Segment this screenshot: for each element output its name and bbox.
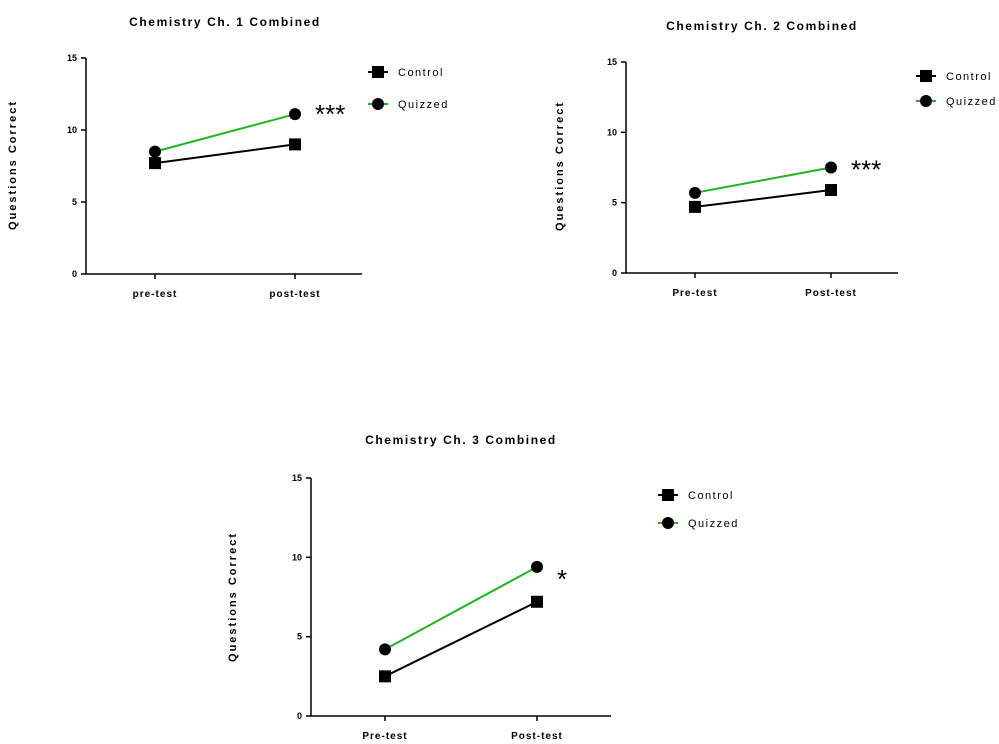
legend-marker: [372, 66, 384, 78]
legend-label: Quizzed: [688, 518, 739, 530]
y-tick-label: 10: [292, 552, 302, 562]
legend-item-quizzed: Quizzed: [368, 98, 449, 111]
x-tick-label: Pre-test: [672, 288, 717, 299]
data-point-circle: [531, 560, 543, 573]
series-quizzed: [689, 161, 837, 199]
x-tick-label: post-test: [269, 289, 320, 300]
data-point-square: [531, 595, 543, 608]
y-tick-label: 10: [607, 127, 617, 137]
legend-marker: [920, 95, 932, 107]
significance-marker: ***: [851, 155, 881, 185]
legend-marker: [662, 517, 674, 529]
legend-item-quizzed: Quizzed: [658, 517, 739, 530]
legend-marker: [662, 489, 674, 501]
legend-item-control: Control: [368, 66, 444, 79]
legend-label: Control: [398, 67, 444, 79]
data-point-square: [689, 200, 701, 213]
data-point-circle: [289, 108, 301, 121]
y-axis-label: Questions Correct: [7, 100, 19, 230]
x-tick-label: Pre-test: [362, 731, 407, 742]
legend-label: Control: [946, 71, 992, 83]
legend-marker: [920, 70, 932, 82]
chart-title: Chemistry Ch. 3 Combined: [365, 433, 557, 447]
series-control: [149, 138, 301, 170]
legend-label: Quizzed: [398, 99, 449, 111]
x-tick-label: Post-test: [805, 288, 857, 299]
legend-item-control: Control: [658, 489, 734, 502]
chart-1: Chemistry Ch. 1 Combined Questions Correc…: [7, 15, 449, 300]
series-quizzed: [379, 560, 543, 656]
y-tick-label: 0: [612, 268, 617, 278]
chart-3: Chemistry Ch. 3 Combined Questions Correc…: [227, 433, 739, 742]
significance-marker: ***: [315, 99, 345, 129]
series-line: [384, 600, 538, 678]
y-tick-label: 0: [297, 711, 302, 721]
x-tick-label: pre-test: [133, 289, 178, 300]
legend-item-quizzed: Quizzed: [916, 95, 997, 108]
chart-title: Chemistry Ch. 2 Combined: [666, 19, 858, 33]
legend-label: Quizzed: [946, 96, 997, 108]
data-point-circle: [149, 145, 161, 158]
y-tick-label: 10: [67, 125, 77, 135]
chart-2: Chemistry Ch. 2 Combined Questions Correc…: [554, 19, 997, 299]
series-quizzed: [149, 108, 301, 158]
y-tick-label: 15: [607, 57, 617, 67]
series-line: [694, 166, 832, 194]
chart-title: Chemistry Ch. 1 Combined: [129, 15, 321, 29]
legend-label: Control: [688, 490, 734, 502]
legend-marker: [372, 98, 384, 110]
series-control: [379, 595, 543, 683]
data-point-circle: [689, 186, 701, 199]
y-axis-label: Questions Correct: [227, 532, 239, 662]
y-tick-label: 15: [67, 53, 77, 63]
y-tick-label: 15: [292, 473, 302, 483]
series-control: [689, 184, 837, 213]
series-line: [694, 189, 832, 208]
series-line: [384, 565, 538, 651]
series-line: [154, 113, 296, 153]
data-point-circle: [825, 161, 837, 174]
series-line: [154, 143, 296, 165]
y-tick-label: 5: [72, 197, 77, 207]
y-tick-label: 5: [612, 198, 617, 208]
y-tick-label: 5: [297, 632, 302, 642]
significance-marker: *: [557, 564, 567, 594]
x-tick-label: Post-test: [511, 731, 563, 742]
y-axis-label: Questions Correct: [554, 101, 566, 231]
legend-item-control: Control: [916, 70, 992, 83]
data-point-square: [825, 184, 837, 197]
y-tick-label: 0: [72, 269, 77, 279]
data-point-square: [149, 157, 161, 170]
data-point-square: [379, 670, 391, 683]
data-point-circle: [379, 643, 391, 656]
data-point-square: [289, 138, 301, 151]
